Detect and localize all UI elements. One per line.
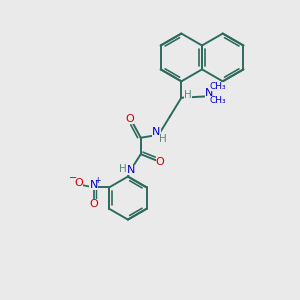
Text: −: − [69,173,77,183]
Text: H: H [184,90,192,100]
Text: CH₃: CH₃ [209,82,226,91]
Text: H: H [159,134,167,144]
Text: H: H [119,164,127,174]
Text: +: + [94,176,101,185]
Text: N: N [90,180,98,190]
Text: O: O [156,157,164,166]
Text: O: O [89,199,98,209]
Text: O: O [74,178,83,188]
Text: N: N [126,165,135,175]
Text: O: O [126,114,134,124]
Text: CH₃: CH₃ [209,96,226,105]
Text: N: N [152,128,160,137]
Text: N: N [205,88,213,98]
